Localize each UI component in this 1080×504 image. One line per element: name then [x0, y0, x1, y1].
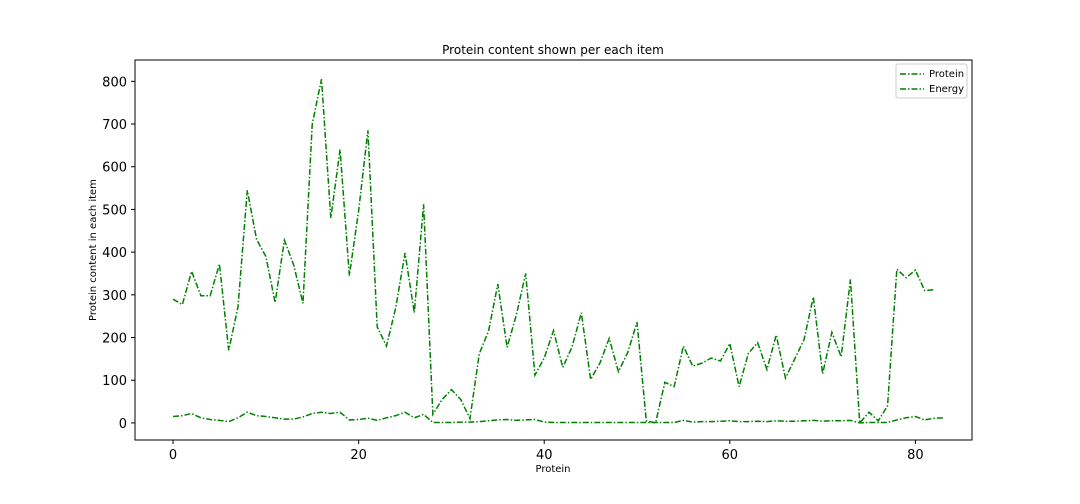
x-tick-label: 80 [907, 448, 924, 463]
legend: Protein Energy [895, 63, 968, 99]
x-axis: 0 20 40 60 80 [169, 440, 924, 463]
axes-frame [134, 59, 973, 441]
y-tick-label: 100 [102, 374, 127, 389]
y-tick-label: 500 [102, 203, 127, 218]
y-tick-label: 600 [102, 161, 127, 176]
x-tick-label: 20 [350, 448, 367, 463]
series-line-energy [172, 79, 935, 425]
chart-title: Protein content shown per each item [442, 43, 664, 57]
x-axis-label: Protein [535, 464, 570, 475]
y-tick-label: 400 [102, 246, 127, 261]
y-tick-label: 800 [102, 75, 127, 90]
y-tick-label: 300 [102, 289, 127, 304]
legend-label-energy: Energy [929, 84, 964, 95]
legend-label-protein: Protein [929, 69, 964, 80]
x-tick-label: 40 [536, 448, 553, 463]
plot-area [172, 79, 944, 425]
series-line-protein [172, 411, 944, 424]
y-axis-label: Protein content in each item [88, 179, 99, 321]
y-axis: 0 100 200 300 400 500 600 700 800 [102, 75, 135, 432]
x-tick-label: 0 [169, 448, 177, 463]
y-tick-label: 700 [102, 118, 127, 133]
y-tick-label: 200 [102, 332, 127, 347]
y-tick-label: 0 [119, 417, 127, 432]
x-tick-label: 60 [722, 448, 739, 463]
